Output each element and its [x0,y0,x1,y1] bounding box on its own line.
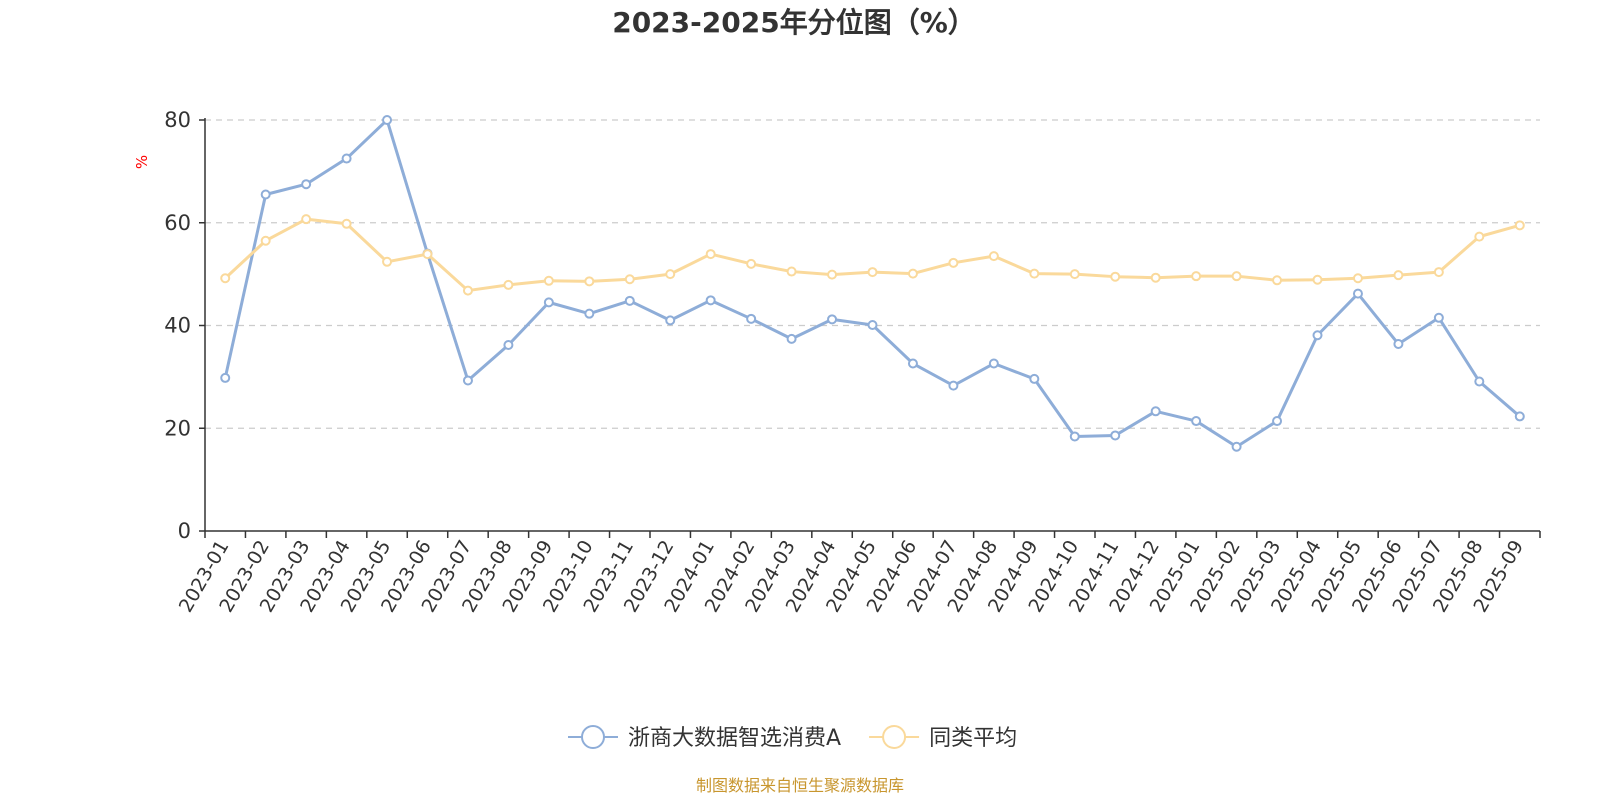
chart-title: 2023-2025年分位图（%） [612,6,976,39]
data-point [341,153,352,164]
series-lines [223,118,1521,449]
legend-marker [882,725,907,749]
data-point [462,375,473,386]
y-tick-label: 40 [164,314,191,338]
data-point [988,251,999,262]
data-point [1029,373,1040,384]
y-tick-label: 20 [164,416,191,440]
data-point [948,257,959,268]
data-point [584,276,595,287]
data-point [1069,269,1080,280]
y-tick-label: 0 [178,519,191,543]
data-point [1433,312,1444,323]
data-point [260,189,271,200]
data-point [705,295,716,306]
data-point [1191,416,1202,427]
data-point [1474,376,1485,387]
data-point [301,179,312,190]
data-point [1514,220,1525,231]
y-axis-unit: % [133,155,151,169]
axes [204,118,1540,532]
data-point [543,275,554,286]
data-point [382,115,393,125]
data-point [786,333,797,344]
y-tick-label: 60 [164,211,191,235]
series-points [220,115,1525,452]
data-point [867,319,878,330]
data-point [503,340,514,351]
x-axis-ticks: 2023-012023-022023-032023-042023-052023-… [175,531,1541,616]
legend-label: 同类平均 [929,726,1017,751]
data-point [624,295,635,306]
data-point [422,249,433,260]
data-point [867,267,878,278]
data-point [1069,431,1080,442]
data-point [1514,411,1525,422]
data-point [665,269,676,280]
data-point [746,313,757,324]
series-line-0 [223,118,1521,449]
data-point [301,214,312,225]
data-point [1231,271,1242,282]
data-point [1150,272,1161,283]
data-point [665,315,676,326]
data-point [1029,268,1040,279]
data-point [220,372,231,383]
legend: 浙商大数据智选消费A 同类平均 [568,725,1017,751]
data-point [786,266,797,277]
data-point [1150,406,1161,417]
data-point [827,269,838,280]
data-point [705,249,716,260]
data-point [1352,273,1363,284]
data-point [382,256,393,267]
data-point [988,358,999,369]
data-point [462,285,473,296]
data-point [1231,441,1242,452]
data-point [1110,430,1121,441]
data-point [260,235,271,246]
data-point [948,380,959,391]
data-point [1352,288,1363,299]
data-point [1433,267,1444,278]
source-note: 制图数据来自恒生聚源数据库 [696,776,904,795]
data-point [220,273,231,284]
data-point [1393,338,1404,349]
y-tick-label: 80 [164,108,191,132]
data-point [1191,271,1202,282]
data-point [827,314,838,325]
grid-lines [205,119,1540,429]
y-axis-ticks: 0 20 40 60 80 [164,108,205,543]
data-point [341,218,352,229]
data-point [624,274,635,285]
data-point [1393,270,1404,281]
data-point [1272,416,1283,427]
data-point [1312,274,1323,285]
data-point [1110,271,1121,282]
data-point [1312,330,1323,341]
data-point [907,358,918,369]
data-point [1474,231,1485,242]
data-point [907,268,918,279]
legend-marker [581,725,605,749]
data-point [746,258,757,269]
data-point [503,279,514,290]
legend-label: 浙商大数据智选消费A [628,726,841,751]
data-point [543,297,554,308]
data-point [584,308,595,319]
data-point [1272,275,1283,286]
